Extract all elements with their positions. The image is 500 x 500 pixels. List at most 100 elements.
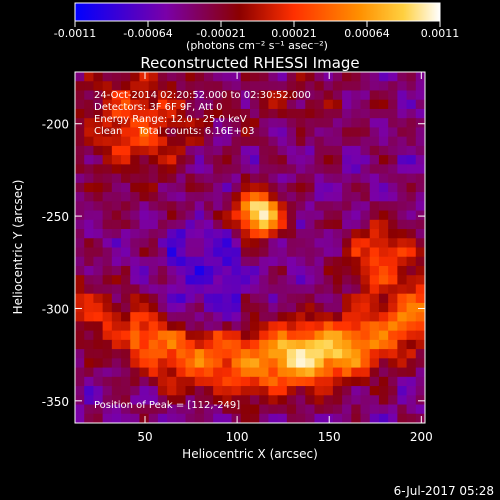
heatmap-cell <box>75 330 85 341</box>
heatmap-cell <box>93 108 104 119</box>
heatmap-cell <box>121 90 131 101</box>
heatmap-cell <box>167 275 177 286</box>
heatmap-cell <box>203 358 214 369</box>
heatmap-cell <box>406 312 417 322</box>
heatmap-cell <box>130 302 141 313</box>
heatmap-cell <box>332 395 343 406</box>
heatmap-cell <box>139 118 150 129</box>
heatmap-cell <box>406 108 417 119</box>
heatmap-cell <box>148 349 159 359</box>
heatmap-cell <box>84 136 95 147</box>
heatmap-cell <box>203 275 214 286</box>
heatmap-cell <box>388 173 398 184</box>
heatmap-cell <box>286 155 297 165</box>
heatmap-cell <box>231 229 242 239</box>
heatmap-cell <box>102 330 113 341</box>
heatmap-cell <box>139 219 150 230</box>
heatmap-cell <box>332 219 343 230</box>
x-tick-label: 150 <box>318 430 341 444</box>
heatmap-cell <box>323 358 334 369</box>
heatmap-cell <box>222 395 233 406</box>
heatmap-cell <box>75 247 85 258</box>
heatmap-cell <box>84 127 95 138</box>
heatmap-cell <box>369 173 380 184</box>
heatmap-cell <box>286 219 297 230</box>
heatmap-cell <box>157 330 168 341</box>
heatmap-cell <box>102 155 113 165</box>
heatmap-cell <box>139 201 150 212</box>
heatmap-cell <box>314 413 325 423</box>
heatmap-cell <box>93 321 104 332</box>
heatmap-cell <box>415 108 425 119</box>
heatmap-cell <box>378 136 389 147</box>
heatmap-cell <box>305 275 316 286</box>
heatmap-cell <box>102 349 113 359</box>
heatmap-cell <box>250 339 260 350</box>
heatmap-cell <box>148 293 159 304</box>
heatmap-cell <box>277 284 288 295</box>
heatmap-cell <box>415 173 425 184</box>
heatmap-cell <box>323 145 334 156</box>
heatmap-cell <box>286 164 297 175</box>
heatmap-cell <box>305 247 316 258</box>
heatmap-cell <box>167 118 177 129</box>
heatmap-cell <box>231 358 242 369</box>
heatmap-cell <box>259 238 270 249</box>
heatmap-cell <box>259 312 270 322</box>
heatmap-cell <box>102 358 113 369</box>
heatmap-cell <box>157 127 168 138</box>
heatmap-cell <box>84 164 95 175</box>
heatmap-cell <box>231 72 242 82</box>
heatmap-cell <box>111 182 122 193</box>
heatmap-cell <box>194 99 205 110</box>
heatmap-cell <box>259 275 270 286</box>
heatmap-cell <box>388 81 398 92</box>
heatmap-cell <box>415 127 425 138</box>
heatmap-cell <box>259 90 270 101</box>
heatmap-cell <box>314 275 325 286</box>
heatmap-cell <box>323 90 334 101</box>
heatmap-cell <box>406 90 417 101</box>
heatmap-cell <box>84 386 95 396</box>
heatmap-cell <box>314 118 325 129</box>
heatmap-cell <box>388 219 398 230</box>
heatmap-cell <box>148 256 159 267</box>
heatmap-cell <box>231 367 242 378</box>
heatmap-cell <box>139 81 150 92</box>
heatmap-cell <box>222 127 233 138</box>
heatmap-cell <box>388 330 398 341</box>
heatmap-cell <box>176 330 187 341</box>
heatmap-cell <box>176 349 187 359</box>
heatmap-cell <box>332 302 343 313</box>
heatmap-cell <box>194 229 205 239</box>
heatmap-cell <box>305 413 316 423</box>
heatmap-cell <box>148 201 159 212</box>
heatmap-cell <box>111 173 122 184</box>
heatmap-cell <box>286 136 297 147</box>
heatmap-cell <box>157 349 168 359</box>
heatmap-cell <box>167 293 177 304</box>
heatmap-cell <box>139 312 150 322</box>
heatmap-cell <box>360 265 371 276</box>
heatmap-cell <box>259 145 270 156</box>
heatmap-cell <box>268 238 279 249</box>
heatmap-cell <box>194 367 205 378</box>
heatmap-cell <box>213 210 223 221</box>
heatmap-cell <box>415 136 425 147</box>
heatmap-cell <box>148 219 159 230</box>
heatmap-cell <box>148 164 159 175</box>
heatmap-cell <box>314 404 325 415</box>
heatmap-cell <box>167 349 177 359</box>
heatmap-cell <box>231 293 242 304</box>
heatmap-cell <box>111 376 122 387</box>
heatmap-cell <box>332 164 343 175</box>
heatmap-cell <box>268 99 279 110</box>
heatmap-cell <box>314 72 325 82</box>
heatmap-cell <box>342 81 352 92</box>
heatmap-cell <box>406 164 417 175</box>
peak-position-label: Position of Peak = [112,-249] <box>94 400 240 411</box>
heatmap-cell <box>360 367 371 378</box>
heatmap-cell <box>213 182 223 193</box>
heatmap-cell <box>415 302 425 313</box>
heatmap-cell <box>75 118 85 129</box>
